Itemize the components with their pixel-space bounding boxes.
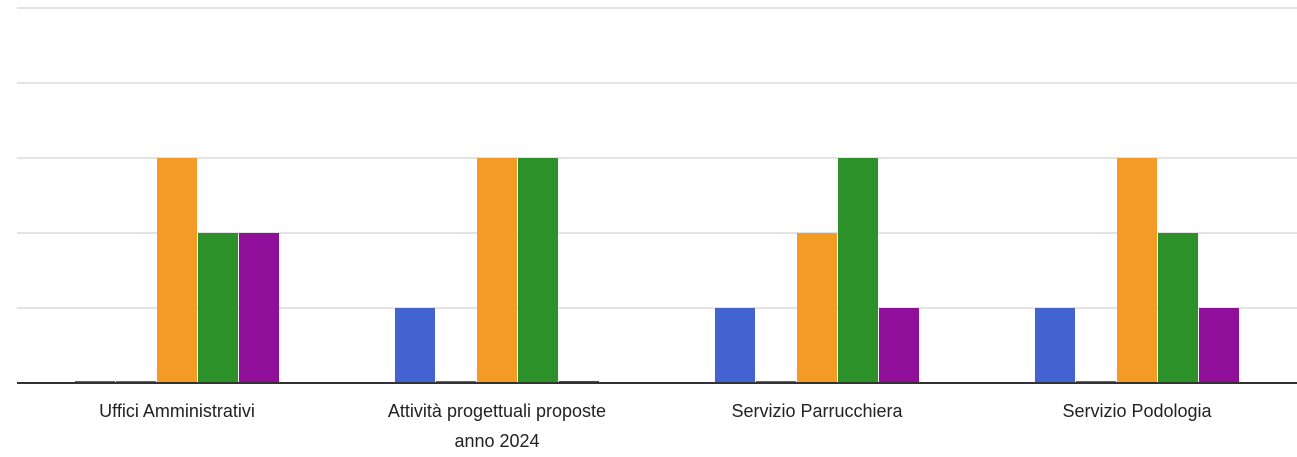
bar — [198, 233, 238, 383]
bar — [1117, 158, 1157, 383]
bar — [1199, 308, 1239, 383]
bar — [157, 158, 197, 383]
bar — [1035, 308, 1075, 383]
category-label: Uffici Amministrativi — [99, 401, 255, 421]
category-label: Servizio Parrucchiera — [731, 401, 903, 421]
bar — [518, 158, 558, 383]
category-label: Attività progettuali proposte anno 2024 — [388, 401, 606, 451]
category-labels: Uffici Amministrativi Attività progettual… — [99, 401, 1212, 451]
bar — [879, 308, 919, 383]
bar — [1158, 233, 1198, 383]
bar — [715, 308, 755, 383]
bar — [838, 158, 878, 383]
bars — [75, 158, 1239, 383]
bar — [395, 308, 435, 383]
category-label: Servizio Podologia — [1062, 401, 1212, 421]
bar — [477, 158, 517, 383]
bar — [239, 233, 279, 383]
bar — [797, 233, 837, 383]
